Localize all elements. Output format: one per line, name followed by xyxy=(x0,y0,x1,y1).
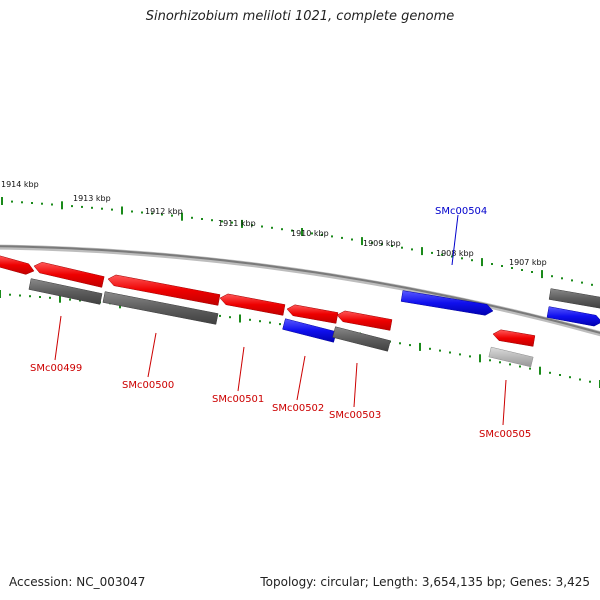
gene-label-leader xyxy=(353,362,358,408)
gene-feature xyxy=(286,304,339,324)
scale-label: 1909 kbp xyxy=(363,239,401,248)
gene-feature xyxy=(28,278,103,305)
gene-feature xyxy=(282,318,337,343)
gene-label-leader xyxy=(54,315,62,361)
scale-label: 1913 kbp xyxy=(73,194,111,203)
gene-feature xyxy=(0,255,35,275)
genome-backbone-line xyxy=(0,245,600,334)
gene-feature xyxy=(492,329,536,347)
gene-feature xyxy=(102,291,219,325)
gene-label-leader xyxy=(147,332,157,378)
gene-feature xyxy=(219,293,286,316)
scale-label: 1907 kbp xyxy=(509,258,547,267)
scale-label: 1914 kbp xyxy=(1,180,39,189)
scale-label: 1910 kbp xyxy=(291,229,329,238)
scale-label: 1908 kbp xyxy=(436,249,474,258)
gene-label: SMc00504 xyxy=(435,206,487,217)
gene-label: SMc00505 xyxy=(479,429,531,440)
scale-label: 1912 kbp xyxy=(145,207,183,216)
gene-feature xyxy=(332,326,391,352)
gene-feature xyxy=(488,346,534,368)
gene-label: SMc00501 xyxy=(212,394,264,405)
gene-feature xyxy=(33,261,105,288)
gene-label: SMc00500 xyxy=(122,380,174,391)
genome-title: Sinorhizobium meliloti 1021, complete ge… xyxy=(145,9,455,24)
gene-feature xyxy=(546,306,600,327)
gene-label-leader xyxy=(296,355,306,401)
gene-feature xyxy=(400,290,494,316)
gene-label: SMc00502 xyxy=(272,403,324,414)
gene-label-leader xyxy=(451,214,459,266)
gene-feature xyxy=(107,274,221,306)
gene-label: SMc00503 xyxy=(329,410,381,421)
gene-feature xyxy=(548,288,600,309)
gene-label: SMc00499 xyxy=(30,363,82,374)
topology-info: Topology: circular; Length: 3,654,135 bp… xyxy=(260,575,590,589)
gene-label-leader xyxy=(237,346,245,392)
gene-label-leader xyxy=(502,379,507,426)
gene-feature xyxy=(336,310,393,331)
scale-label: 1911 kbp xyxy=(218,219,256,228)
accession-label: Accession: NC_003047 xyxy=(9,575,146,589)
